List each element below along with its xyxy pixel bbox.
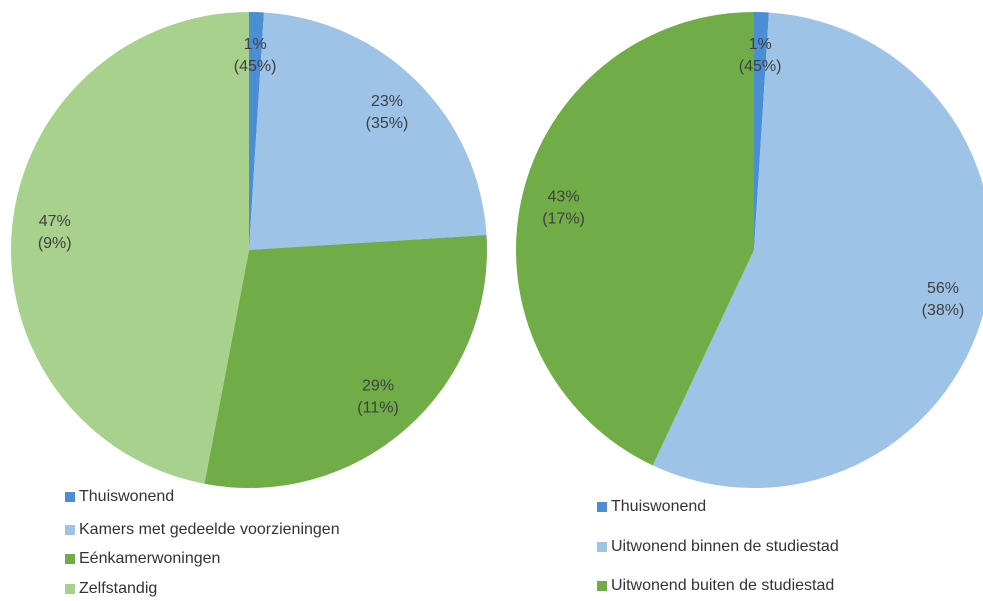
legend-swatch — [65, 554, 75, 564]
legend-swatch — [597, 581, 607, 591]
legend-swatch — [597, 542, 607, 552]
legend-swatch — [65, 525, 75, 535]
data-label: 29% — [362, 378, 394, 395]
legend-label: Kamers met gedeelde voorzieningen — [79, 521, 340, 538]
data-label-secondary: (9%) — [38, 235, 72, 252]
data-label: 1% — [749, 36, 772, 53]
data-label: 1% — [244, 36, 267, 53]
pie-slice — [652, 12, 983, 488]
legend-swatch — [65, 492, 75, 502]
pie-slice — [10, 12, 249, 484]
data-label-secondary: (45%) — [234, 58, 277, 75]
legend-label: Thuiswonend — [611, 498, 706, 515]
legend-swatch — [65, 584, 75, 594]
pie-slice — [516, 12, 754, 466]
data-label: 23% — [371, 93, 403, 110]
legend-label: Uitwonend buiten de studiestad — [611, 577, 834, 594]
pie-slice — [249, 12, 487, 251]
data-label-secondary: (35%) — [366, 115, 409, 132]
pie-slice — [249, 12, 264, 250]
data-label-secondary: (17%) — [542, 211, 585, 228]
legend-label: Zelfstandig — [79, 580, 157, 597]
legend-label: Uitwonend binnen de studiestad — [611, 538, 839, 555]
legend-swatch — [597, 502, 607, 512]
legend-label: Eénkamerwoningen — [79, 550, 220, 567]
data-label: 56% — [927, 280, 959, 297]
data-label-secondary: (38%) — [922, 302, 965, 319]
data-label: 47% — [39, 213, 71, 230]
pie-slice — [204, 235, 487, 488]
data-label-secondary: (45%) — [739, 58, 782, 75]
pie-slice — [754, 12, 769, 250]
data-label-secondary: (11%) — [357, 400, 399, 417]
data-label: 43% — [548, 189, 580, 206]
legend-label: Thuiswonend — [79, 488, 174, 505]
